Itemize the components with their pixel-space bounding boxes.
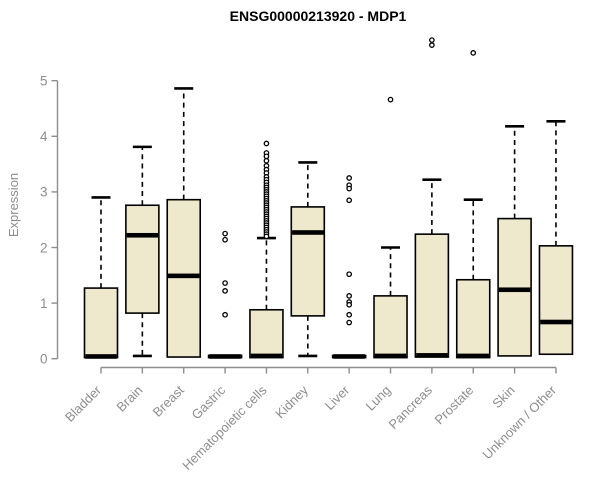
median-line bbox=[85, 354, 117, 359]
outlier-point bbox=[222, 288, 228, 294]
median-line bbox=[374, 353, 407, 359]
outlier-point bbox=[387, 96, 394, 103]
x-tick-label-unknown-other: Unknown / Other bbox=[479, 382, 559, 462]
y-tick-label-3: 3 bbox=[40, 185, 48, 200]
median-line bbox=[416, 353, 448, 358]
x-tick-label-pancreas: Pancreas bbox=[386, 382, 436, 432]
boxplot-brain bbox=[125, 145, 160, 358]
x-tick-label-lung: Lung bbox=[363, 383, 394, 414]
outlier-point bbox=[222, 230, 228, 237]
outlier-point bbox=[346, 319, 353, 326]
outlier-point bbox=[263, 157, 270, 164]
x-tick-label-brain: Brain bbox=[113, 383, 145, 415]
x-tick-label-skin: Skin bbox=[489, 383, 517, 411]
outlier-point bbox=[263, 140, 270, 147]
boxes-layer bbox=[83, 37, 574, 359]
median-line bbox=[292, 230, 324, 235]
median-line bbox=[457, 353, 489, 359]
boxplot-liver bbox=[331, 175, 367, 359]
box-iqr bbox=[125, 204, 160, 314]
boxplot-hematopoietic-cells bbox=[249, 140, 284, 359]
x-tick-label-gastric: Gastric bbox=[188, 382, 228, 422]
outlier-point bbox=[346, 197, 353, 204]
outlier-point bbox=[263, 153, 270, 160]
x-tick-label-prostate: Prostate bbox=[432, 383, 477, 428]
y-tick-label-4: 4 bbox=[40, 129, 48, 144]
box-iqr bbox=[414, 233, 450, 358]
boxplot-breast bbox=[166, 87, 202, 358]
y-tick-label-0: 0 bbox=[40, 352, 48, 367]
y-tick-label-5: 5 bbox=[40, 74, 48, 89]
boxplot-skin bbox=[497, 124, 532, 357]
outlier-point bbox=[346, 271, 353, 278]
box-iqr bbox=[290, 206, 326, 317]
boxplot-lung bbox=[373, 96, 408, 359]
outlier-point bbox=[429, 42, 435, 48]
median-line bbox=[168, 273, 200, 279]
boxplot-prostate bbox=[455, 50, 491, 359]
median-line bbox=[209, 354, 241, 359]
median-line bbox=[540, 319, 572, 325]
median-line bbox=[333, 354, 365, 359]
outlier-point bbox=[222, 280, 228, 286]
y-axis-title: Expression bbox=[6, 173, 21, 237]
y-tick-label-2: 2 bbox=[40, 240, 48, 255]
box-iqr bbox=[455, 278, 491, 359]
x-tick-label-breast: Breast bbox=[150, 382, 187, 419]
box-iqr bbox=[373, 295, 408, 359]
y-tick-label-1: 1 bbox=[40, 296, 48, 311]
outlier-point bbox=[346, 293, 353, 299]
chart-title: ENSG00000213920 - MDP1 bbox=[230, 8, 407, 24]
median-line bbox=[250, 353, 283, 359]
x-tick-label-kidney: Kidney bbox=[272, 382, 311, 421]
box-iqr bbox=[83, 287, 119, 359]
outlier-point bbox=[263, 233, 270, 240]
median-line bbox=[498, 287, 531, 293]
median-line bbox=[126, 232, 159, 238]
outlier-point bbox=[346, 311, 353, 318]
outlier-point bbox=[222, 311, 228, 318]
x-tick-label-liver: Liver bbox=[322, 382, 353, 413]
outlier-point bbox=[470, 50, 477, 56]
boxplot-bladder bbox=[83, 196, 119, 359]
box-iqr bbox=[497, 217, 532, 357]
outlier-point bbox=[346, 185, 353, 192]
boxplot-pancreas bbox=[414, 37, 450, 358]
boxplot-kidney bbox=[290, 161, 326, 358]
box-iqr bbox=[538, 245, 574, 356]
box-iqr bbox=[166, 198, 202, 358]
boxplot-unknown-other bbox=[538, 119, 574, 356]
box-iqr bbox=[249, 308, 284, 359]
x-tick-label-bladder: Bladder bbox=[62, 382, 105, 425]
outlier-point bbox=[429, 37, 435, 43]
outlier-point bbox=[346, 175, 353, 181]
boxplot-gastric bbox=[207, 230, 243, 359]
outlier-point bbox=[222, 236, 228, 243]
outlier-point bbox=[346, 301, 353, 308]
